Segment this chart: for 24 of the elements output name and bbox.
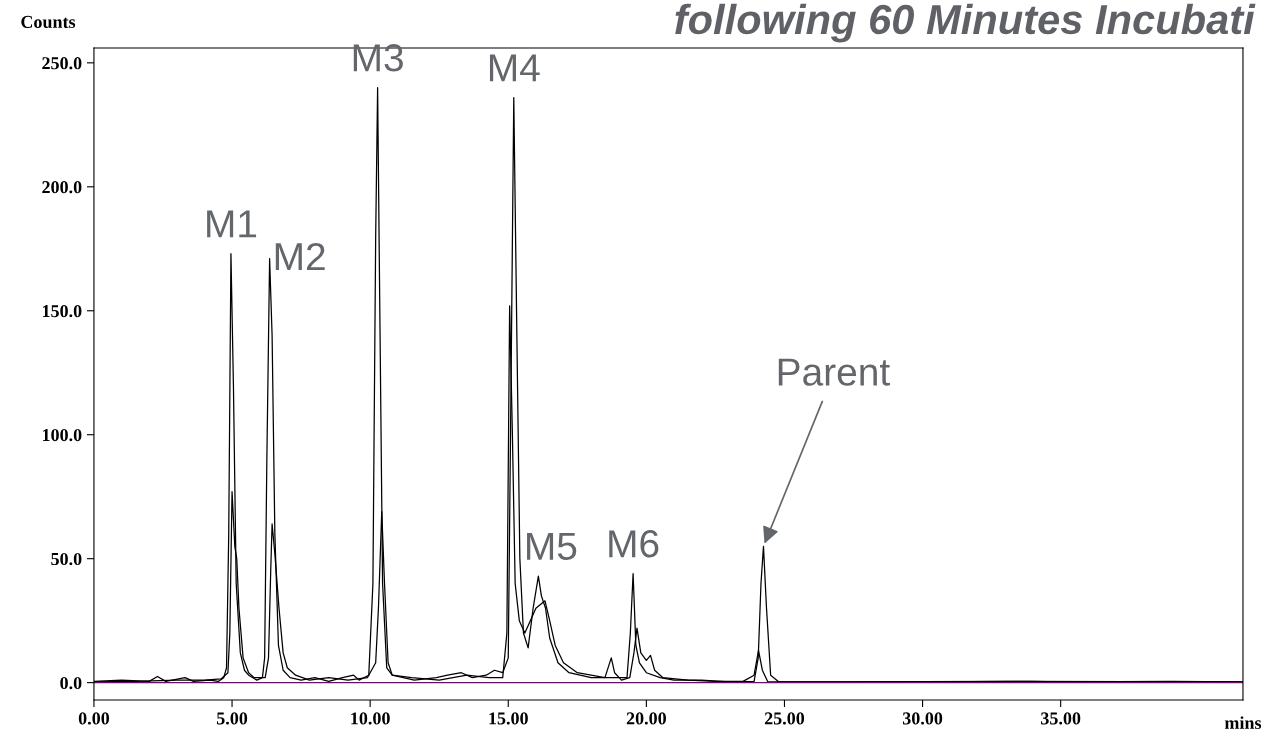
x-tick-label: 35.00 bbox=[1041, 712, 1081, 725]
annotation: M1 bbox=[207, 210, 257, 238]
annotation: M6 bbox=[609, 530, 659, 558]
annotation: Parent bbox=[778, 358, 890, 386]
y-tick-label: 200.0 bbox=[42, 181, 82, 194]
annotation: M3 bbox=[353, 44, 403, 72]
annotation: M5 bbox=[527, 532, 577, 561]
x-tick-label: 15.00 bbox=[489, 712, 528, 725]
y-tick-label: 250.0 bbox=[42, 57, 82, 70]
y-tick-label: 100.0 bbox=[42, 428, 82, 442]
y-tick-label: 150.0 bbox=[42, 305, 82, 318]
x-tick-label: 0.00 bbox=[78, 712, 110, 725]
x-tick-label: 25.00 bbox=[764, 712, 805, 725]
annotation: M4 bbox=[489, 54, 540, 82]
x-tick-label: 20.00 bbox=[626, 712, 666, 725]
x-axis-title: mins bbox=[1224, 716, 1261, 729]
y-tick-label: 0.0 bbox=[60, 676, 82, 690]
x-tick-label: 5.00 bbox=[216, 712, 248, 725]
annotation: M2 bbox=[275, 242, 325, 271]
x-tick-label: 30.00 bbox=[902, 712, 943, 725]
chart-title: following 60 Minutes Incubati bbox=[675, 3, 1256, 43]
y-axis-title: Counts bbox=[21, 15, 76, 29]
x-tick-label: 10.00 bbox=[351, 712, 390, 725]
y-tick-label: 50.0 bbox=[51, 552, 82, 566]
